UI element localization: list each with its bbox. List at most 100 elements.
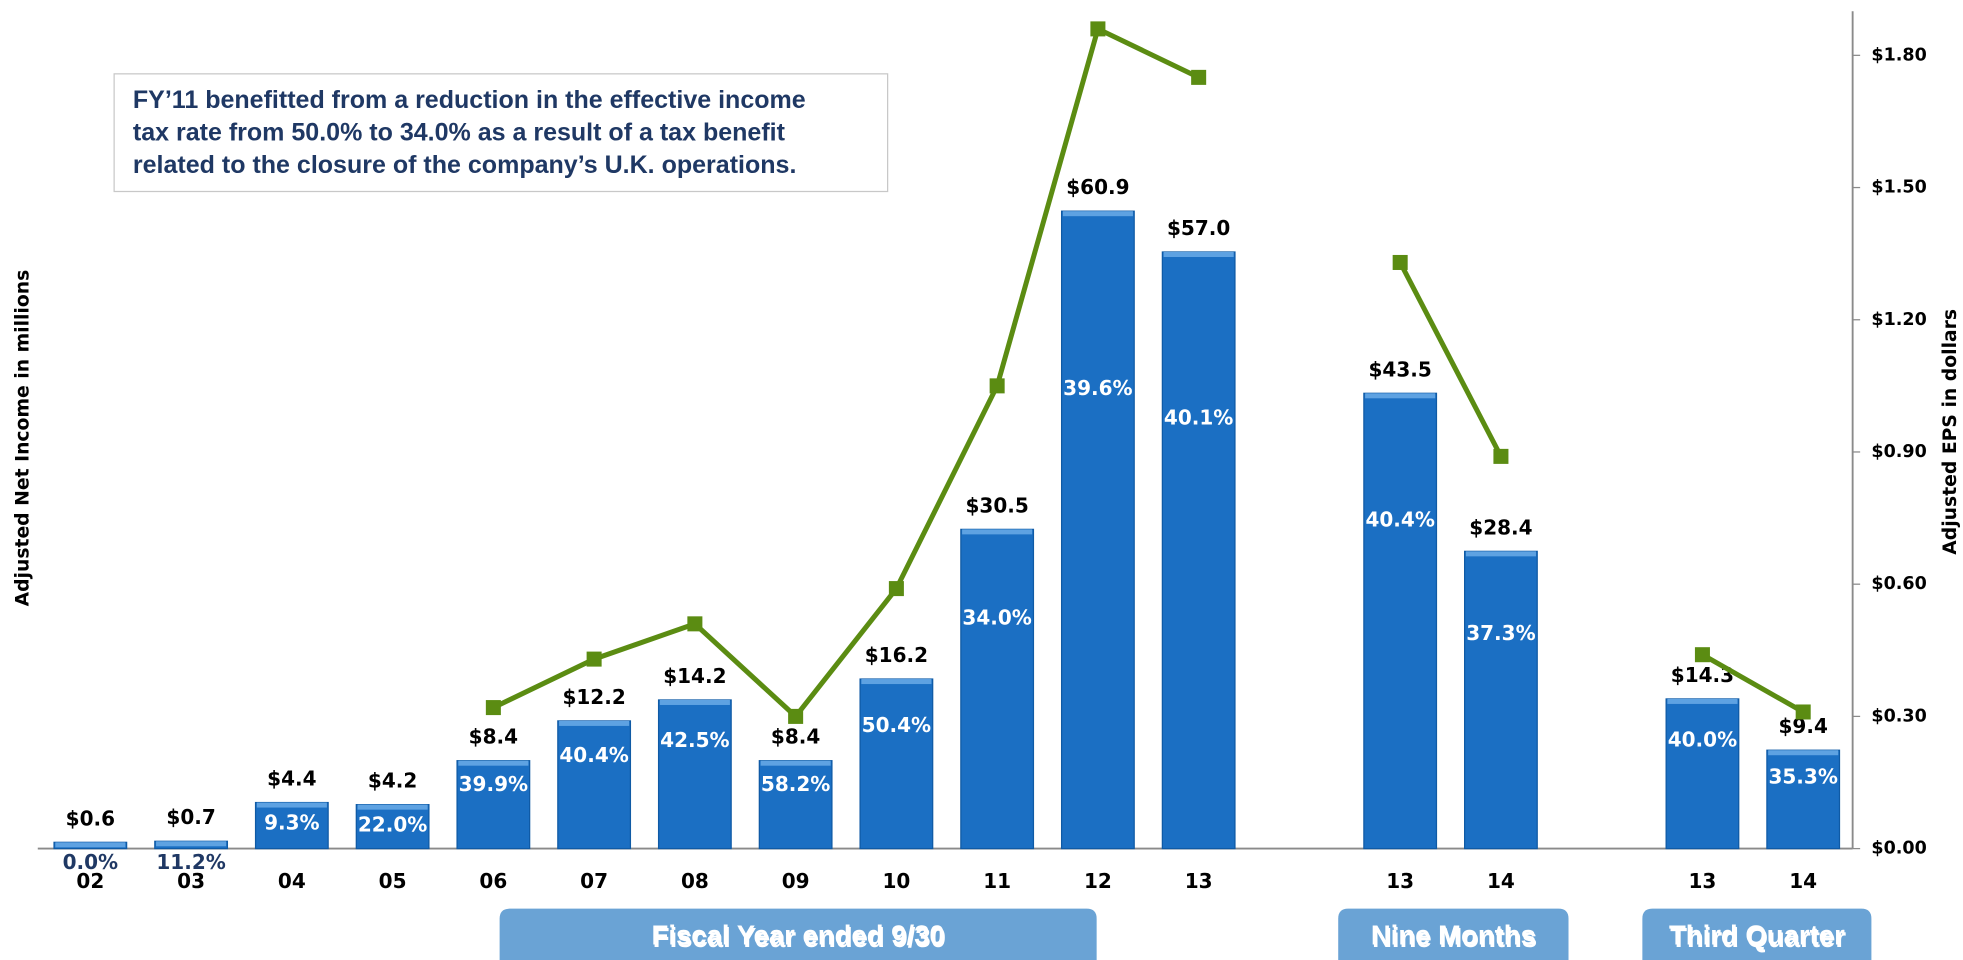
eps-marker <box>1795 704 1811 720</box>
group-label: Nine Months <box>1371 920 1536 951</box>
x-tick-label: 04 <box>278 869 306 893</box>
bar-highlight <box>1163 251 1234 258</box>
annotation: tax rate from 50.0% to 34.0% as a result… <box>133 119 786 147</box>
y2-tick-label: $1.50 <box>1871 178 1926 198</box>
bar-highlight <box>1062 211 1133 217</box>
x-tick-label: 13 <box>1689 869 1717 893</box>
tax-rate-label: 42.5% <box>660 728 729 752</box>
group-box <box>1338 908 1569 960</box>
value-label: $28.4 <box>1469 515 1532 539</box>
value-label: $4.2 <box>368 769 417 793</box>
value-label: $12.2 <box>562 685 625 709</box>
eps-marker <box>1191 69 1207 85</box>
bar <box>456 760 531 850</box>
value-label: $0.6 <box>66 806 115 830</box>
x-tick-label: 13 <box>1185 869 1213 893</box>
value-label: $16.2 <box>865 643 928 667</box>
tax-rate-label: 37.3% <box>1466 621 1535 645</box>
x-tick-label: 07 <box>580 869 608 893</box>
tax-rate-label: 39.6% <box>1063 376 1132 400</box>
tax-rate-label: 34.0% <box>962 605 1031 629</box>
bar-highlight <box>256 802 327 808</box>
bar <box>758 760 833 850</box>
tax-rate-label: 40.4% <box>559 743 628 767</box>
bar-highlight <box>760 760 831 766</box>
x-tick-label: 03 <box>177 869 205 893</box>
bar-highlight <box>861 679 932 685</box>
tax-rate-label: 50.4% <box>862 713 931 737</box>
y2-tick-label: $1.20 <box>1871 310 1926 330</box>
bar-highlight <box>1768 750 1839 756</box>
eps-marker <box>586 651 602 667</box>
eps-marker <box>989 378 1005 394</box>
y2-tick-label: $0.30 <box>1871 706 1926 726</box>
x-tick-label: 13 <box>1386 869 1414 893</box>
x-tick-label: 14 <box>1789 869 1817 893</box>
group-label: Third Quarter <box>1670 922 1846 953</box>
value-label: $14.2 <box>663 664 726 688</box>
value-label: $4.4 <box>267 767 316 791</box>
value-label: $30.5 <box>965 493 1028 517</box>
annotation: related to the closure of the company’s … <box>133 151 797 179</box>
tax-rate-label: 35.3% <box>1768 764 1837 788</box>
bar <box>1665 698 1740 850</box>
x-tick-label: 10 <box>882 869 910 893</box>
bar <box>960 528 1035 850</box>
annotation-box <box>113 73 889 193</box>
tax-rate-label: 40.4% <box>1365 507 1434 531</box>
x-tick-label: 14 <box>1487 869 1515 893</box>
y2-tick-label: $0.60 <box>1871 574 1926 594</box>
eps-marker <box>888 581 904 597</box>
tax-rate-label: 40.1% <box>1164 406 1233 430</box>
value-label: $8.4 <box>771 725 820 749</box>
value-label: $57.0 <box>1167 216 1230 240</box>
bar-highlight <box>357 804 428 810</box>
eps-line <box>1397 261 1504 458</box>
x-tick-label: 06 <box>479 869 507 893</box>
bar-highlight <box>1465 551 1536 557</box>
bar-highlight <box>659 699 730 705</box>
value-label: $8.4 <box>469 725 518 749</box>
bar-highlight <box>962 529 1033 535</box>
bar <box>557 720 632 850</box>
bar <box>1060 210 1135 850</box>
bar-highlight <box>559 720 630 726</box>
tax-rate-label: 22.0% <box>358 812 427 836</box>
eps-marker <box>1694 647 1710 663</box>
bar-highlight <box>458 760 529 766</box>
bar <box>1363 392 1438 850</box>
bar-highlight <box>156 841 227 847</box>
eps-marker <box>1392 254 1408 270</box>
y2-tick-label: $0.90 <box>1871 442 1926 462</box>
group-label: Nine Months <box>1372 922 1537 953</box>
tax-rate-label: 39.9% <box>459 772 528 796</box>
annotation: FY’11 benefitted from a reduction in the… <box>133 86 806 114</box>
bar <box>254 801 329 850</box>
group-label: Third Quarter <box>1669 920 1845 951</box>
y-axis-label: Adjusted Net Income in millions <box>12 270 33 607</box>
tax-rate-label: 40.0% <box>1668 727 1737 751</box>
group-box <box>1642 908 1872 960</box>
bar <box>859 678 934 850</box>
bar-highlight <box>55 842 126 848</box>
eps-marker <box>485 700 501 716</box>
x-tick-label: 12 <box>1084 869 1112 893</box>
bar-highlight <box>1365 393 1436 399</box>
tax-rate-label: 9.3% <box>264 810 320 834</box>
x-tick-label: 02 <box>76 869 104 893</box>
eps-marker <box>1493 448 1509 464</box>
bar-highlight <box>1667 698 1738 704</box>
bar <box>1766 749 1841 850</box>
tax-rate-label: 0.0% <box>63 850 119 874</box>
bar <box>1161 251 1236 850</box>
eps-marker <box>788 708 804 724</box>
x-tick-label: 08 <box>681 869 709 893</box>
x-tick-label: 11 <box>983 869 1011 893</box>
eps-line <box>1701 652 1805 715</box>
group-label: Fiscal Year ended 9/30 <box>652 920 945 951</box>
tax-rate-label: 11.2% <box>156 850 225 874</box>
x-tick-label: 05 <box>379 869 407 893</box>
y2-tick-label: $0.00 <box>1871 839 1926 859</box>
x-tick-label: 09 <box>782 869 810 893</box>
